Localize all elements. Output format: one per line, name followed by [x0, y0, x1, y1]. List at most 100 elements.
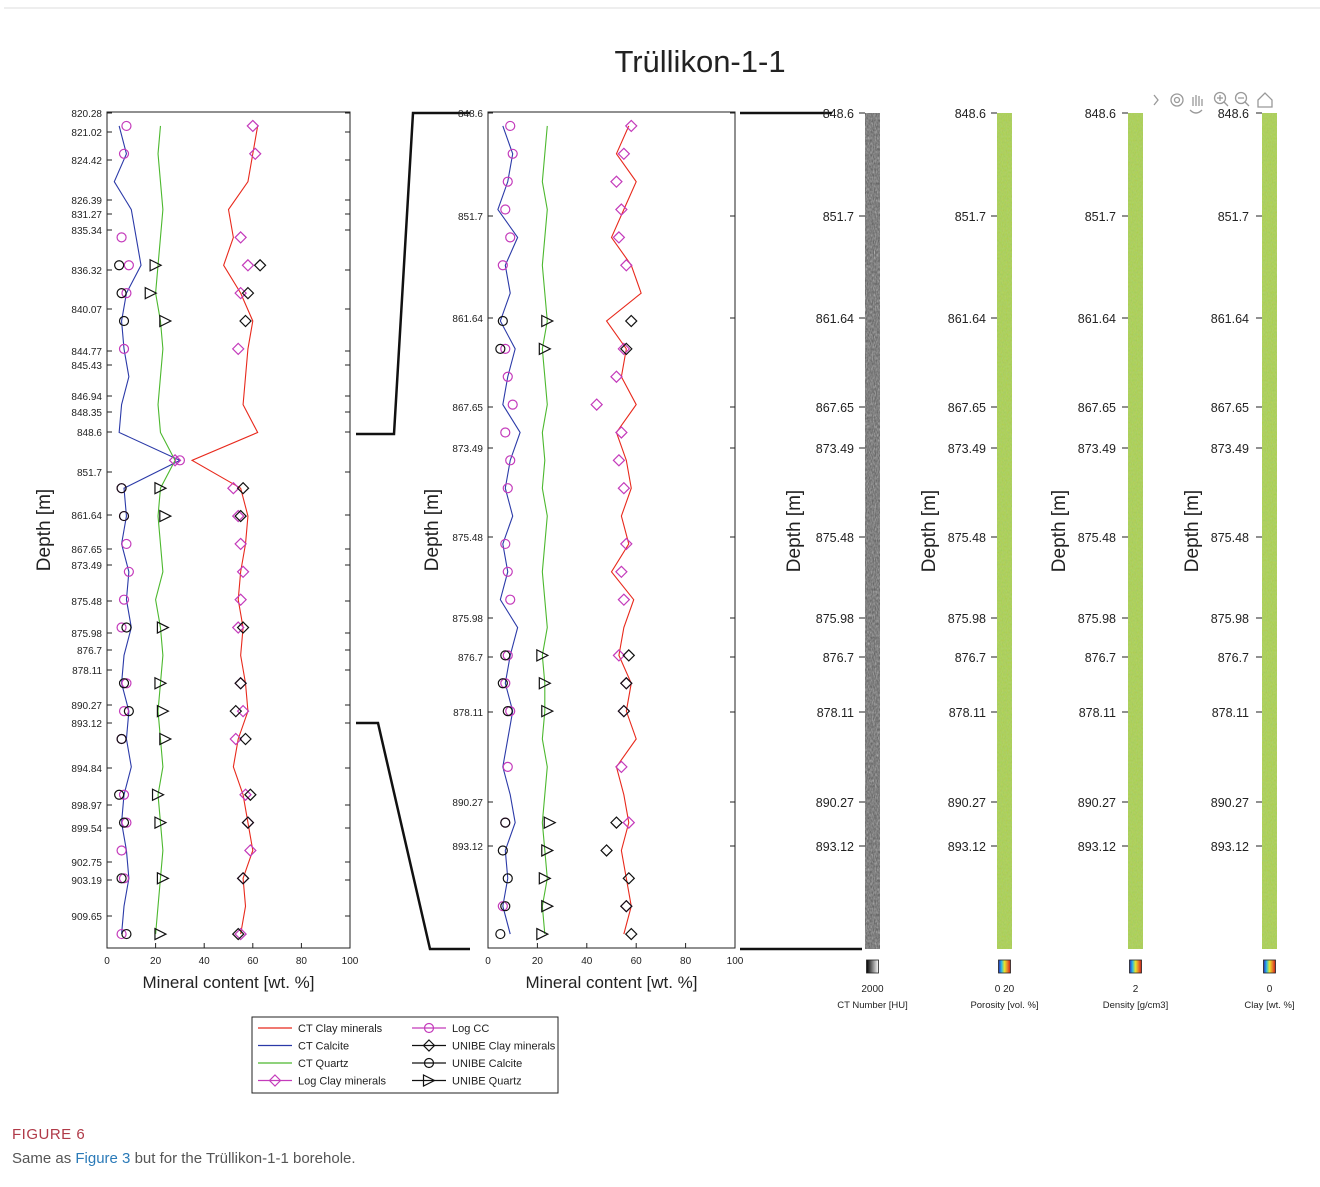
marker-diamond [246, 119, 260, 133]
marker-diamond [244, 844, 257, 857]
marker-diamond [610, 175, 623, 189]
y-tick-label: 873.49 [1078, 442, 1116, 456]
y-tick-label: 875.48 [71, 597, 102, 608]
y-tick-label: 848.6 [77, 428, 102, 439]
y-tick-label: 876.7 [458, 653, 483, 664]
toolbar-zoom-in[interactable] [1213, 91, 1227, 105]
marker-diamond [619, 537, 633, 551]
marker-triangle [149, 258, 163, 272]
y-tick-label: 890.27 [1211, 796, 1249, 810]
y-axis-label: Depth [m] [34, 489, 55, 571]
marker-diamond [231, 342, 245, 356]
y-tick-label: 893.12 [452, 842, 483, 853]
y-tick-label: 875.98 [1211, 612, 1249, 626]
toolbar[interactable] [1153, 91, 1273, 114]
marker-circle [174, 455, 185, 466]
image-log-texture [865, 113, 880, 949]
y-tick-label: 876.7 [1085, 651, 1116, 665]
y-tick-label: 873.49 [452, 444, 483, 455]
y-tick-label: 821.02 [71, 128, 102, 139]
y-tick-label: 878.11 [72, 666, 102, 677]
marker-circle [495, 343, 506, 354]
x-tick-label: 40 [581, 956, 593, 967]
marker-triangle [154, 816, 168, 830]
y-tick-label: 875.98 [452, 614, 483, 625]
marker-circle [121, 678, 132, 689]
marker-circle [118, 678, 130, 689]
colorbar-title: Porosity [vol. %] [970, 1000, 1038, 1011]
figure: Trüllikon-1-1 0 20 40 60 80 100820.28821.0282… [4, 7, 1320, 1094]
y-tick-label: 831.27 [71, 210, 102, 221]
marker-diamond [231, 509, 245, 523]
marker-diamond [617, 704, 631, 718]
marker-diamond [241, 286, 255, 300]
y-tick-label: 902.75 [71, 858, 102, 869]
toolbar-zoom-out[interactable] [1234, 91, 1248, 105]
marker-triangle [543, 816, 557, 830]
legend-label: Log CC [452, 1023, 489, 1035]
y-tick-label: 824.42 [71, 156, 102, 167]
y-axis-label: Depth [m] [919, 490, 940, 572]
figure-link[interactable]: Figure 3 [75, 1150, 131, 1167]
marker-circle [116, 928, 127, 940]
marker-diamond [236, 481, 250, 495]
marker-circle [497, 678, 508, 689]
x-tick-label: 40 [199, 956, 211, 967]
y-tick-label: 890.27 [1078, 796, 1116, 810]
marker-triangle [541, 314, 555, 328]
y-tick-label: 836.32 [71, 266, 102, 277]
y-tick-label: 875.48 [948, 531, 986, 545]
y-tick-label: 890.27 [71, 701, 102, 712]
marker-triangle [541, 704, 555, 718]
y-tick-label: 893.12 [1078, 840, 1116, 854]
y-tick-label: 848.6 [458, 109, 483, 120]
marker-circle [121, 817, 132, 828]
x-tick-label: 0 [485, 956, 491, 967]
toolbar-pan[interactable] [1189, 95, 1203, 114]
marker-diamond [622, 816, 636, 829]
marker-circle [500, 817, 511, 828]
y-tick-label: 876.7 [955, 651, 986, 665]
x-tick-label: 0 [104, 956, 110, 967]
y-tick-label: 848.6 [823, 107, 854, 121]
marker-diamond [615, 203, 628, 216]
marker-triangle [144, 286, 158, 300]
marker-diamond [617, 147, 631, 161]
toolbar-expand[interactable] [1153, 94, 1159, 106]
marker-diamond [268, 1074, 282, 1087]
y-tick-label: 898.97 [71, 801, 102, 812]
marker-diamond [236, 565, 250, 579]
marker-circle [502, 483, 513, 494]
y-tick-label: 878.11 [949, 706, 986, 720]
y-tick-label: 848.35 [71, 408, 102, 419]
toolbar-camera[interactable] [1170, 93, 1184, 107]
y-tick-label: 867.65 [452, 403, 483, 414]
marker-diamond [236, 621, 250, 634]
legend-label: UNIBE Quartz [452, 1076, 522, 1088]
y-tick-label: 893.12 [1211, 840, 1249, 854]
y-tick-label: 867.65 [948, 401, 986, 415]
marker-triangle [159, 732, 173, 746]
marker-triangle [536, 648, 550, 662]
toolbar-home[interactable] [1257, 92, 1273, 108]
trace [541, 125, 548, 935]
marker-triangle [541, 843, 555, 857]
marker-circle [118, 148, 130, 159]
legend-box [251, 1016, 559, 1094]
y-tick-label: 909.65 [71, 912, 102, 923]
marker-diamond [234, 927, 247, 941]
marker-circle [118, 510, 130, 522]
plot-area [487, 111, 736, 949]
marker-circle [116, 483, 127, 494]
marker-circle [121, 120, 132, 132]
marker-diamond [590, 398, 604, 411]
marker-circle [118, 343, 130, 354]
y-tick-label: 851.7 [823, 210, 854, 224]
marker-circle [123, 566, 134, 577]
marker-circle [118, 594, 130, 605]
zoom-connectors [356, 111, 862, 951]
y-axis-label: Depth [m] [1182, 490, 1203, 572]
caption-label: FIGURE 6 [12, 1126, 86, 1143]
colorbar [998, 959, 1011, 974]
marker-circle [118, 315, 130, 327]
